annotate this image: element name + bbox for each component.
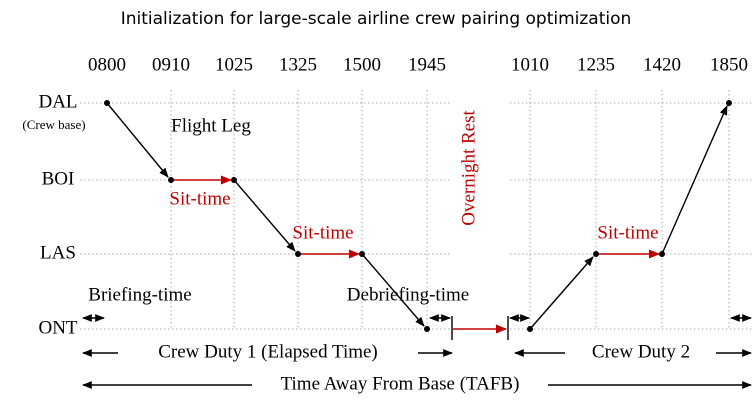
leg-arrow — [661, 105, 728, 255]
crew-base-note: (Crew base) — [22, 117, 85, 132]
airport-label: BOI — [42, 168, 75, 189]
overnight-rest-label: Overnight Rest — [458, 110, 479, 226]
time-label: 1945 — [408, 54, 446, 75]
flight-leg-label: Flight Leg — [171, 115, 251, 136]
airport-labels: DAL (Crew base) BOI LAS ONT — [22, 91, 85, 338]
sit-time-label: Sit-time — [292, 222, 353, 243]
time-label: 1420 — [643, 54, 681, 75]
time-label: 1850 — [710, 54, 748, 75]
time-label: 1010 — [511, 54, 549, 75]
time-label: 1235 — [577, 54, 615, 75]
time-label: 1500 — [343, 54, 381, 75]
time-label: 0800 — [88, 54, 126, 75]
briefing-label: Briefing-time — [88, 284, 191, 305]
time-label: 0910 — [152, 54, 190, 75]
points — [104, 100, 732, 332]
airport-label: DAL — [38, 91, 77, 112]
debriefing-label: Debriefing-time — [347, 284, 469, 305]
leg-arrow — [233, 179, 296, 252]
duty1-label: Crew Duty 1 (Elapsed Time) — [158, 341, 378, 362]
leg-arrow — [106, 102, 169, 178]
time-label: 1325 — [279, 54, 317, 75]
airport-label: ONT — [38, 317, 77, 338]
flight-legs — [104, 100, 732, 332]
tafb-label: Time Away From Base (TAFB) — [281, 373, 520, 394]
time-labels: 0800 0910 1025 1325 1500 1945 1010 1235 … — [88, 54, 748, 75]
airport-label: LAS — [40, 242, 76, 263]
leg-arrow — [361, 253, 425, 327]
duty2-label: Crew Duty 2 — [592, 341, 690, 362]
time-arrows — [82, 314, 752, 389]
time-label: 1025 — [215, 54, 253, 75]
sit-time-label: Sit-time — [169, 188, 230, 209]
sit-time-label: Sit-time — [597, 222, 658, 243]
leg-arrow — [529, 256, 594, 330]
title: Initialization for large-scale airline c… — [121, 9, 632, 29]
